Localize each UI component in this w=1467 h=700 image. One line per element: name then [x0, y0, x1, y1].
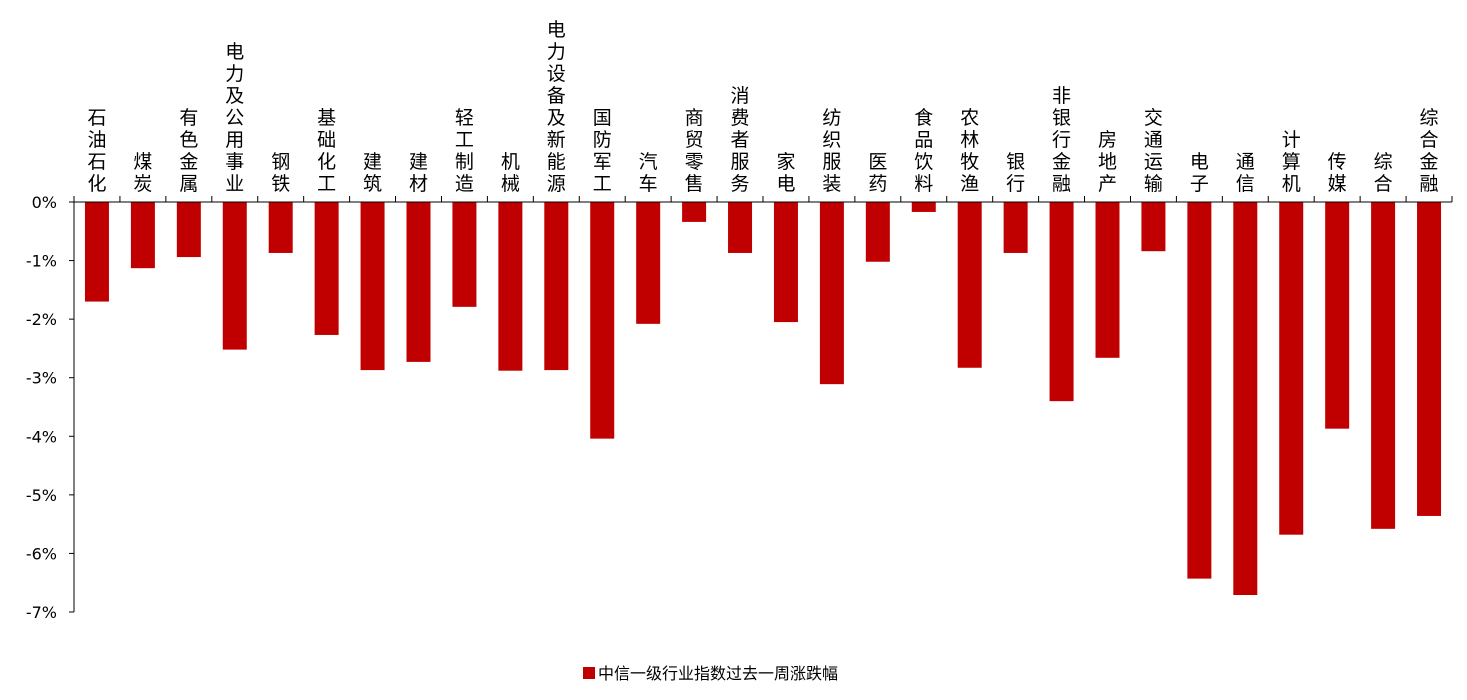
- bar-轻工制造: [452, 202, 477, 307]
- bar-非银行金融: [1049, 202, 1074, 402]
- bar-电力设备及新能源: [544, 202, 569, 371]
- bar-机械: [498, 202, 523, 371]
- bar-银行: [1003, 202, 1028, 253]
- x-tick-label: 有色金属: [179, 107, 198, 195]
- legend-label: 中信一级行业指数过去一周涨跌幅: [598, 664, 838, 683]
- x-tick-label: 机械: [501, 151, 520, 195]
- bar-传媒: [1325, 202, 1350, 429]
- y-tick-label: -4%: [26, 427, 57, 446]
- bar-电力及公用事业: [222, 202, 247, 350]
- x-tick-label: 房地产: [1098, 129, 1117, 195]
- legend-swatch: [583, 667, 595, 679]
- bar-家电: [773, 202, 798, 323]
- x-tick-label: 综合金融: [1420, 107, 1439, 195]
- x-tick-label: 食品饮料: [914, 107, 933, 195]
- bar-消费者服务: [728, 202, 753, 253]
- bar-有色金属: [176, 202, 201, 258]
- bar-建筑: [360, 202, 385, 371]
- x-tick-label: 农林牧渔: [960, 107, 979, 195]
- x-tick-label: 基础化工: [317, 107, 336, 195]
- x-tick-label: 银行: [1006, 151, 1025, 195]
- y-tick-label: 0%: [32, 193, 57, 212]
- bar-通信: [1233, 202, 1258, 596]
- bar-国防军工: [590, 202, 615, 439]
- y-tick-label: -7%: [26, 603, 57, 622]
- x-tick-label: 钢铁: [271, 151, 290, 195]
- bar-汽车: [636, 202, 661, 324]
- bar-建材: [406, 202, 431, 362]
- x-tick-label: 消费者服务: [731, 85, 750, 195]
- bar-综合金融: [1417, 202, 1442, 516]
- x-tick-label: 建筑: [363, 151, 382, 195]
- x-tick-label: 家电: [776, 151, 795, 195]
- x-tick-label: 商贸零售: [685, 107, 704, 195]
- x-tick-label: 交通运输: [1144, 107, 1163, 195]
- x-tick-label: 电力设备及新能源: [547, 19, 566, 195]
- bar-基础化工: [314, 202, 339, 335]
- bar-石油石化: [84, 202, 109, 302]
- bar-房地产: [1095, 202, 1120, 358]
- bar-医药: [865, 202, 890, 262]
- bar-交通运输: [1141, 202, 1166, 252]
- x-tick-label: 综合: [1374, 151, 1393, 195]
- x-tick-label: 计算机: [1282, 129, 1301, 195]
- x-tick-label: 汽车: [639, 151, 658, 195]
- x-tick-label: 传媒: [1328, 151, 1347, 195]
- bar-商贸零售: [682, 202, 707, 222]
- bar-农林牧渔: [957, 202, 982, 368]
- bar-纺织服装: [819, 202, 844, 385]
- x-tick-label: 通信: [1236, 151, 1255, 195]
- bar-煤炭: [130, 202, 155, 269]
- bar-钢铁: [268, 202, 293, 253]
- bar-食品饮料: [911, 202, 936, 212]
- y-tick-label: -2%: [26, 310, 57, 329]
- bar-电子: [1187, 202, 1212, 579]
- x-tick-label: 国防军工: [593, 107, 612, 195]
- bar-综合: [1371, 202, 1396, 529]
- x-tick-label: 电子: [1190, 151, 1209, 195]
- bar-计算机: [1279, 202, 1304, 535]
- x-tick-label: 电力及公用事业: [225, 41, 244, 195]
- x-tick-label: 医药: [868, 151, 887, 195]
- x-tick-label: 纺织服装: [822, 107, 841, 195]
- y-tick-label: -3%: [26, 369, 57, 388]
- y-tick-label: -1%: [26, 252, 57, 271]
- x-tick-label: 建材: [409, 151, 428, 195]
- x-tick-label: 石油石化: [87, 107, 106, 195]
- y-tick-label: -5%: [26, 486, 57, 505]
- x-tick-label: 煤炭: [133, 151, 152, 195]
- x-tick-label: 轻工制造: [455, 107, 474, 195]
- y-tick-label: -6%: [26, 544, 57, 563]
- x-tick-label: 非银行金融: [1052, 85, 1071, 195]
